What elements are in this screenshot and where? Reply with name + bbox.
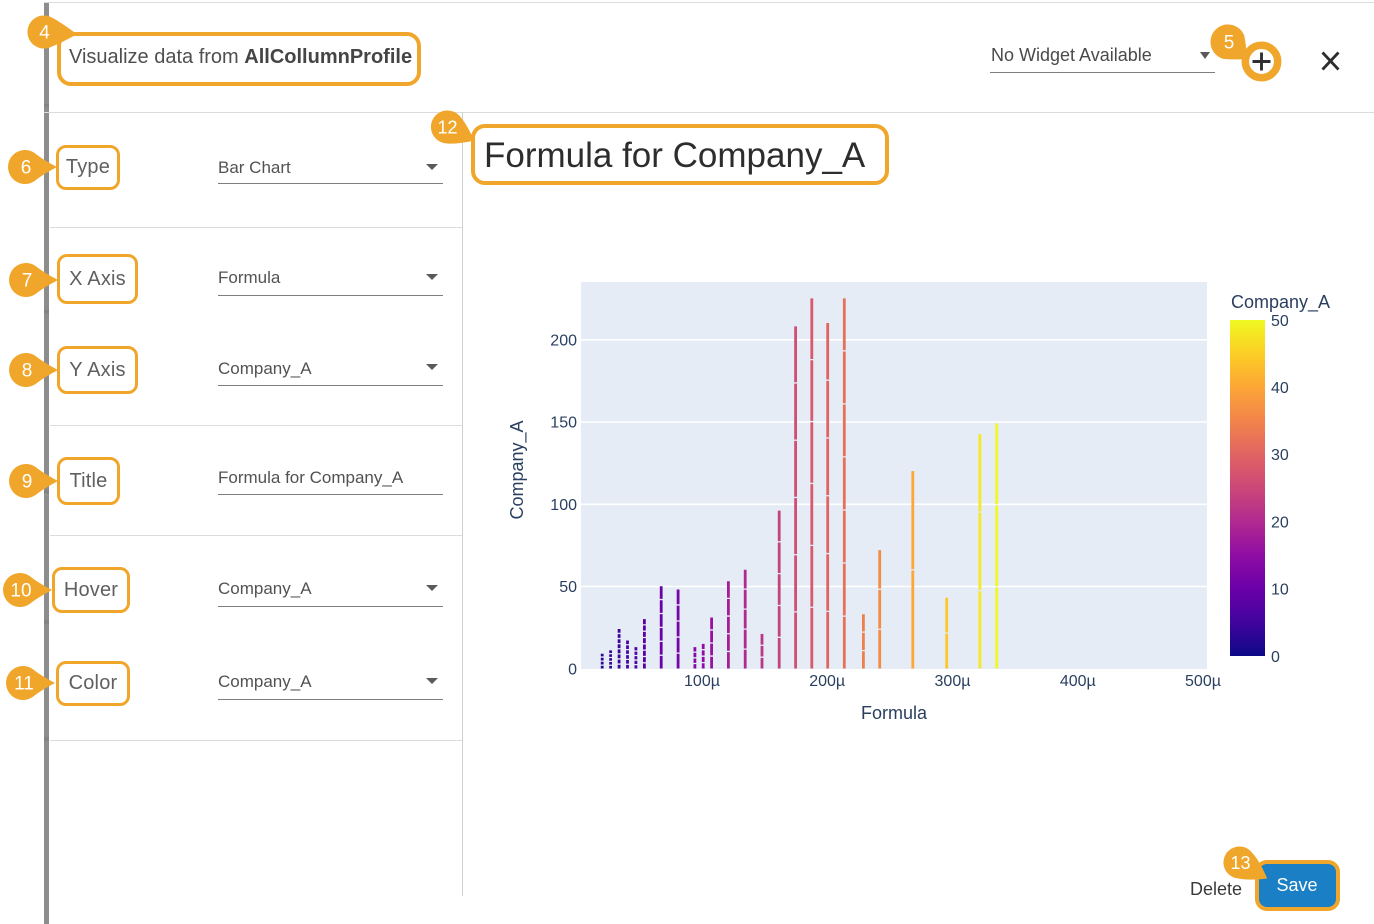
svg-text:5: 5 bbox=[1224, 33, 1235, 54]
svg-text:300µ: 300µ bbox=[935, 673, 971, 690]
svg-text:7: 7 bbox=[22, 271, 33, 292]
svg-text:12: 12 bbox=[437, 118, 457, 138]
svg-text:50: 50 bbox=[559, 579, 577, 596]
svg-text:200µ: 200µ bbox=[809, 673, 845, 690]
svg-text:10: 10 bbox=[10, 581, 31, 602]
svg-text:400µ: 400µ bbox=[1060, 673, 1096, 690]
svg-text:0: 0 bbox=[568, 661, 577, 678]
svg-text:10: 10 bbox=[1271, 582, 1289, 599]
svg-text:150: 150 bbox=[550, 415, 577, 432]
svg-text:Company_A: Company_A bbox=[507, 420, 528, 519]
svg-text:40: 40 bbox=[1271, 380, 1289, 397]
svg-text:11: 11 bbox=[14, 674, 34, 695]
svg-text:8: 8 bbox=[22, 361, 33, 382]
svg-text:0: 0 bbox=[1271, 649, 1280, 666]
svg-text:500µ: 500µ bbox=[1185, 673, 1221, 690]
svg-text:20: 20 bbox=[1271, 514, 1289, 531]
svg-text:13: 13 bbox=[1230, 853, 1250, 873]
svg-text:Company_A: Company_A bbox=[1231, 292, 1330, 313]
svg-text:100µ: 100µ bbox=[684, 673, 720, 690]
svg-text:200: 200 bbox=[550, 332, 577, 349]
svg-text:100: 100 bbox=[550, 497, 577, 514]
svg-text:9: 9 bbox=[22, 472, 33, 493]
svg-text:Formula: Formula bbox=[861, 703, 928, 723]
svg-text:50: 50 bbox=[1271, 313, 1289, 330]
svg-text:6: 6 bbox=[21, 158, 32, 179]
svg-text:30: 30 bbox=[1271, 447, 1289, 464]
